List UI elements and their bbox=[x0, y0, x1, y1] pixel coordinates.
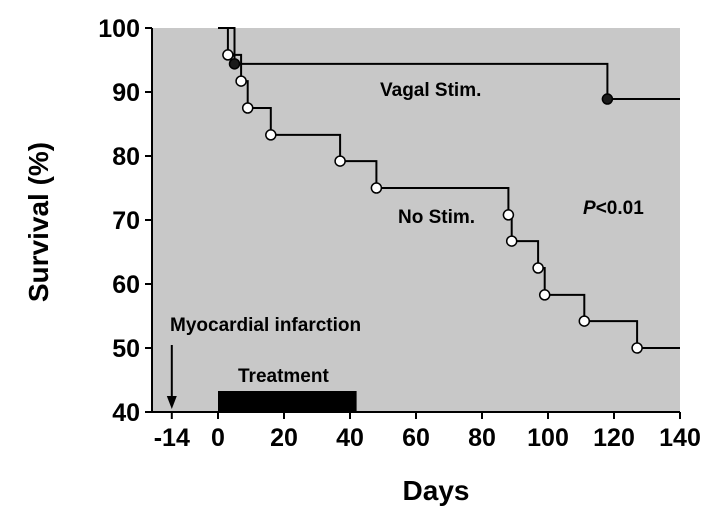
y-tick-label-100: 100 bbox=[98, 15, 140, 43]
data-point-no-stim-8 bbox=[505, 235, 518, 247]
data-point-no-stim-10 bbox=[538, 289, 551, 301]
x-tick-label-40: 40 bbox=[336, 424, 364, 452]
y-axis-title: Survival (%) bbox=[23, 142, 54, 302]
data-point-no-stim-2 bbox=[235, 75, 247, 87]
series-line-vagal-stim bbox=[218, 27, 680, 101]
x-axis-title: Days bbox=[403, 475, 470, 506]
x-tick-label-100: 100 bbox=[527, 424, 569, 452]
x-tick-label-80: 80 bbox=[468, 424, 496, 452]
plot-area bbox=[152, 28, 680, 412]
p-value-rest: <0.01 bbox=[596, 198, 645, 219]
y-tick-label-40: 40 bbox=[112, 399, 140, 427]
data-point-no-stim-3 bbox=[241, 102, 254, 114]
myocardial-infarction-arrow-head bbox=[166, 396, 177, 409]
x-tick-label-20: 20 bbox=[270, 424, 298, 452]
series-label-no-stim: No Stim. bbox=[398, 207, 475, 228]
y-tick-label-60: 60 bbox=[112, 271, 140, 299]
myocardial-infarction-label: Myocardial infarction bbox=[170, 315, 361, 336]
annotation-layer: Vagal Stim. No Stim. P<0.01 Myocardial i… bbox=[166, 80, 644, 412]
data-point-no-stim-6 bbox=[370, 182, 383, 194]
data-point-no-stim-11 bbox=[578, 315, 591, 327]
treatment-bar bbox=[218, 391, 357, 412]
x-tick-label--14: -14 bbox=[154, 424, 190, 452]
data-point-no-stim-9 bbox=[532, 262, 544, 274]
data-point-vagal-stim-1 bbox=[228, 58, 241, 70]
x-tick-label-60: 60 bbox=[402, 424, 430, 452]
treatment-label: Treatment bbox=[238, 366, 329, 387]
marker-layer bbox=[222, 49, 643, 354]
y-tick-label-70: 70 bbox=[112, 207, 140, 235]
data-point-no-stim-7 bbox=[502, 209, 515, 221]
axes-layer: 40 50 60 70 80 90 100 -14 0 20 40 60 80 100 120 140 bbox=[98, 15, 701, 452]
data-point-no-stim-5 bbox=[334, 155, 346, 167]
x-tick-label-0: 0 bbox=[211, 424, 225, 452]
y-tick-label-80: 80 bbox=[112, 143, 140, 171]
x-tick-label-120: 120 bbox=[593, 424, 635, 452]
p-value-prefix: P bbox=[583, 198, 596, 219]
data-point-no-stim-12 bbox=[631, 342, 643, 354]
data-point-vagal-stim-2 bbox=[601, 93, 614, 105]
y-tick-label-90: 90 bbox=[112, 79, 140, 107]
data-point-no-stim-1 bbox=[222, 49, 234, 61]
y-tick-label-50: 50 bbox=[112, 335, 140, 363]
series-label-vagal-stim: Vagal Stim. bbox=[380, 80, 481, 101]
p-value-label: P<0.01 bbox=[583, 198, 644, 219]
x-tick-label-140: 140 bbox=[659, 424, 701, 452]
data-point-no-stim-4 bbox=[265, 129, 277, 141]
